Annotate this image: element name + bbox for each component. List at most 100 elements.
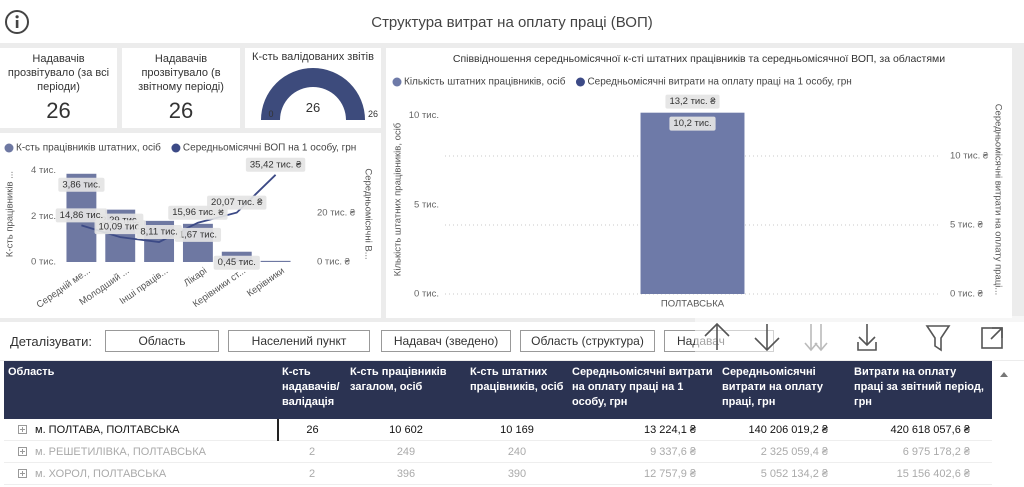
y2-tick-label: 5 тис. ₴: [950, 220, 984, 231]
gauge-min: 0: [268, 109, 273, 119]
drill-button[interactable]: Населений пункт: [228, 330, 370, 352]
y2-tick-label: 0 тис. ₴: [317, 257, 351, 268]
combo-chart: Співвідношення середньомісячної к-сті шт…: [392, 53, 1003, 310]
cell-text: м. РЕШЕТИЛІВКА, ПОЛТАВСЬКА: [35, 445, 206, 458]
cell-text: 10 602: [389, 423, 423, 436]
chart-title: Співвідношення середньомісячної к-сті шт…: [453, 53, 945, 65]
x-tick-label: ПОЛТАВСЬКА: [661, 299, 725, 310]
expand-next-level-icon[interactable]: [857, 324, 877, 351]
data-label-bg: [665, 94, 720, 109]
table-cell: 390: [466, 462, 568, 485]
info-icon[interactable]: [4, 9, 30, 35]
table-cell: 396: [346, 462, 466, 485]
data-label-bg: [136, 225, 182, 240]
cell-text: 240: [507, 445, 527, 458]
legend-marker: [171, 143, 181, 153]
table-cell: 5 052 134,2 ₴: [718, 462, 850, 485]
cell-text: м. ПОЛТАВА, ПОЛТАВСЬКА: [35, 423, 180, 436]
cell-text: 396: [396, 467, 416, 480]
drill-up-icon[interactable]: [704, 322, 730, 350]
legend-marker: [392, 77, 402, 87]
cell-text: 13 224,1 ₴: [644, 423, 696, 436]
chart-panel: Співвідношення середньомісячної к-сті шт…: [386, 48, 1012, 318]
column-header: Середньомісячні витрати на оплату праці,…: [718, 361, 850, 419]
data-label-bg: [94, 220, 146, 235]
data-label-bg: [213, 255, 260, 270]
data-label: 10,2 тис.: [673, 118, 711, 129]
data-label: 20,07 тис. ₴: [211, 197, 263, 208]
y-tick-label: 0 тис.: [414, 289, 439, 300]
data-label: 13,2 тис. ₴: [669, 96, 716, 107]
gauge-card: К-сть валідованих звітів 26 0 26: [245, 48, 381, 128]
column-header: К-сть працівників загалом, осіб: [346, 361, 466, 419]
cell-text: 15 156 402,6 ₴: [896, 467, 970, 480]
expand-icon[interactable]: [18, 469, 27, 479]
cell-text: 5 052 134,2 ₴: [760, 467, 828, 480]
legend-label: Кількість штатних працівників, осіб: [404, 76, 566, 88]
filter-icon[interactable]: [925, 325, 951, 352]
focus-mode-icon[interactable]: [981, 327, 1003, 349]
bar: [640, 112, 745, 294]
y-axis-title: Кількість штатних працівників, осіб: [393, 122, 404, 276]
expand-all-down-icon[interactable]: [804, 324, 828, 352]
cell-text: 12 757,9 ₴: [644, 467, 696, 480]
drill-toolbar: Деталізувати: Область Населений пункт На…: [0, 316, 1024, 360]
drill-button[interactable]: Надавач (зведено): [381, 330, 511, 352]
table-cell: 13 224,1 ₴: [568, 419, 718, 441]
scrollbar[interactable]: [996, 367, 1012, 485]
y-tick-label: 10 тис.: [409, 110, 439, 121]
data-label-bg: [669, 116, 716, 131]
title-bar: Структура витрат на оплату праці (ВОП): [0, 0, 1024, 43]
data-label-bg: [58, 177, 105, 192]
bar: [260, 260, 291, 262]
table-cell: 249: [346, 440, 466, 463]
cell-text: м. ХОРОЛ, ПОЛТАВСЬКА: [35, 467, 167, 480]
gauge-value: 26: [306, 100, 320, 115]
matrix-table: Область К-сть надавачів/ валідація К-сть п…: [0, 361, 1024, 487]
table-cell: 2: [278, 462, 346, 485]
column-header: Середньомісячні витрати на оплату праці …: [568, 361, 718, 419]
data-label-bg: [55, 208, 108, 223]
legend-marker: [4, 143, 14, 153]
header-row: Область К-сть надавачів/ валідація К-сть п…: [4, 361, 992, 419]
data-label-bg: [207, 195, 267, 210]
cell-text: 390: [507, 467, 527, 480]
table-cell: 420 618 057,6 ₴: [850, 419, 992, 441]
cell-text: 249: [396, 445, 416, 458]
data-label: 0,45 тис.: [218, 257, 256, 268]
table-row: м. РЕШЕТИЛІВКА, ПОЛТАВСЬКА 2 249 240 9 337,6…: [4, 440, 992, 463]
table-cell: 2 325 059,4 ₴: [718, 440, 850, 463]
data-label: 1,67 тис.: [179, 229, 217, 240]
expand-icon[interactable]: [18, 447, 27, 457]
table-cell: 10 169: [466, 419, 568, 441]
gauge-label: К-сть валідованих звітів: [252, 51, 374, 63]
table-cell: м. РЕШЕТИЛІВКА, ПОЛТАВСЬКА: [4, 440, 278, 463]
data-label: 15,96 тис. ₴: [172, 207, 224, 218]
y-axis-title: К-сть працівників ...: [5, 171, 16, 257]
data-label: 10,09 тис.: [99, 222, 142, 233]
data-label: 35,42 тис. ₴: [250, 159, 302, 170]
card-label: Надавачів прозвітувало (за всі періоди): [7, 53, 110, 93]
expand-icon[interactable]: [18, 425, 27, 435]
toolbar-label: Деталізувати:: [10, 334, 92, 349]
table-cell: 9 337,6 ₴: [568, 440, 718, 463]
legend-marker: [575, 77, 585, 87]
drill-button[interactable]: Область: [105, 330, 219, 352]
table-cell: 12 757,9 ₴: [568, 462, 718, 485]
y2-axis-title: Середньомісячні витрати на оплату праці.…: [992, 104, 1003, 296]
legend-label: Середньомісячні ВОП на 1 особу, грн: [183, 142, 356, 154]
table-cell: 240: [466, 440, 568, 463]
card-value: 26: [168, 98, 194, 123]
column-header: К-сть штатних працівників, осіб: [466, 361, 568, 419]
chart-panel: К-сть працівників штатних, осіб Середньом…: [0, 133, 381, 318]
column-header: Область: [4, 361, 278, 419]
legend-label: Середньомісячні витрати на оплату праці …: [587, 76, 851, 88]
data-label-bg: [245, 157, 306, 172]
card-label: Надавачів прозвітувало (в звітному періо…: [138, 53, 224, 93]
drill-down-icon[interactable]: [754, 324, 780, 352]
card-value: 26: [46, 98, 71, 123]
table: Область К-сть надавачів/ валідація К-сть п…: [4, 361, 992, 485]
drill-button[interactable]: Область (структура): [520, 330, 655, 352]
cell-text: 26: [306, 423, 319, 436]
